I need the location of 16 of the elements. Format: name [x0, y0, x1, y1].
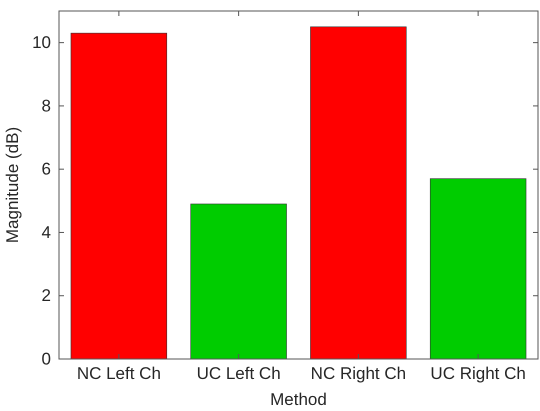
y-tick-label: 10 — [32, 33, 51, 52]
x-tick-label: UC Right Ch — [430, 364, 526, 384]
y-tick-label: 0 — [42, 349, 51, 368]
x-tick-label: NC Right Ch — [310, 364, 406, 384]
y-tick-label: 2 — [42, 286, 51, 306]
bar — [70, 32, 168, 360]
bar — [310, 26, 407, 360]
x-tick-label: UC Left Ch — [196, 364, 281, 384]
x-tick-label: NC Left Ch — [76, 364, 161, 384]
x-axis-title: Method — [270, 390, 327, 409]
bar — [190, 204, 287, 360]
bar — [430, 178, 526, 360]
y-tick-label: 8 — [42, 96, 51, 116]
y-tick-label: 4 — [42, 222, 51, 242]
y-tick-label: 6 — [42, 160, 51, 179]
y-axis-title: Magnitude (dB) — [3, 126, 22, 244]
